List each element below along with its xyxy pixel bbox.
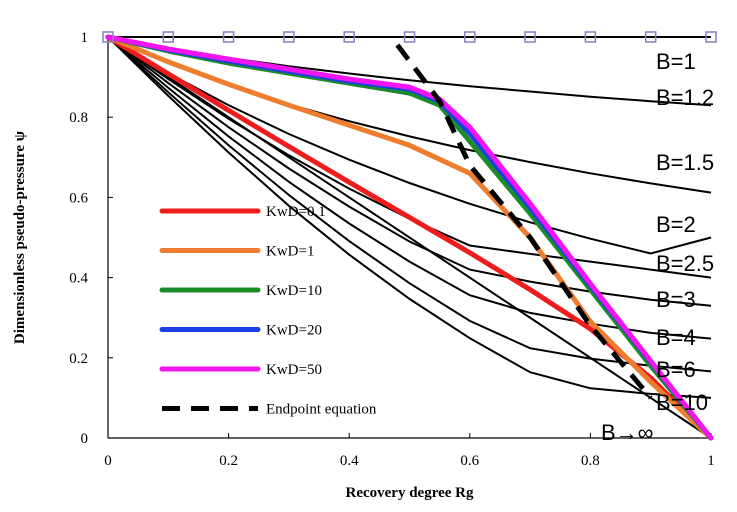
top-marker [343,31,355,43]
b-label-b-1: B=1 [656,49,696,74]
top-marker [464,31,476,43]
series-endpoint-equation [395,43,653,400]
top-marker [584,31,597,43]
y-tick-label: 1 [81,30,89,46]
series-kwd-50 [105,34,714,441]
b-label-b-to-inf: B→∞ [601,420,653,445]
legend-label-endpoint-equation: Endpoint equation [266,402,377,418]
x-axis-title: Recovery degree Rg [346,485,474,501]
b-label-b-2-5: B=2.5 [656,251,714,276]
y-axis-title: Dimensionless pseudo-pressure ψ [12,130,28,344]
top-marker [162,31,175,43]
top-marker [524,31,536,43]
b-labels: B=1 B=1.2 B=1.5 B=2 B=2.5 B=3 B=4 B=6 B=10B→∞ [601,49,714,445]
kwd-series [105,34,714,441]
b-curve-b-2 [107,36,712,255]
legend-label-kwd-20: KwD=20 [266,323,322,339]
x-tick-label: 0 [104,453,112,469]
y-tick-label: 0 [81,431,89,447]
y-tick-label: 0.8 [69,110,88,126]
b-curve-b-10 [107,36,712,399]
b-curve-b-3 [107,36,712,307]
b-label-b-6: B=6 [656,357,696,382]
series-kwd-1 [105,34,714,441]
x-tick-label: 1 [707,453,715,469]
b-label-b-4: B=4 [656,325,696,350]
legend-label-kwd-1: KwD=1 [266,244,314,260]
b-label-b-1-5: B=1.5 [656,150,714,175]
y-tick-label: 0.2 [69,351,88,367]
top-marker [102,31,114,43]
b-curve-b-4 [107,36,712,340]
legend: KwD=0.1 KwD=1 KwD=10 KwD=20 KwD=50 Endpoint e… [159,204,377,418]
b-label-b-3: B=3 [656,287,696,312]
b-curves [107,36,712,439]
x-tick-label: 0.4 [340,453,359,469]
legend-label-kwd-0-1: KwD=0.1 [266,204,326,220]
top-markers [102,31,717,43]
b-curve-b-6 [107,36,712,373]
b-curve-b-to-inf [107,36,712,439]
b-curve-b-1-5 [107,36,712,194]
legend-label-kwd-10: KwD=10 [266,283,322,299]
top-marker [403,31,416,43]
top-marker [644,31,657,43]
top-marker [283,31,295,43]
b-label-b-1-2: B=1.2 [656,85,714,110]
y-tick-label: 0.6 [69,190,88,206]
b-label-b-2: B=2 [656,212,696,237]
b-label-b-10: B=10 [656,390,708,415]
y-tick-label: 0.4 [69,271,88,287]
top-marker [705,31,717,43]
x-tick-label: 0.6 [460,453,479,469]
x-tick-label: 0.8 [581,453,600,469]
axes: 0 0.2 0.4 0.6 0.8 1 0 0.2 0.4 0.6 0.8 1 [69,30,715,469]
top-marker [222,31,235,43]
legend-label-kwd-50: KwD=50 [266,362,322,378]
x-tick-label: 0.2 [219,453,238,469]
